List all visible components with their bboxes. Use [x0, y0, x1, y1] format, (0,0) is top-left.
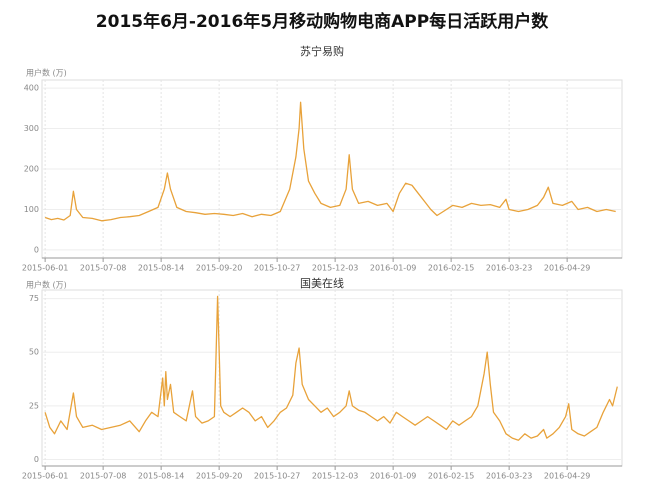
page-title: 2015年6月-2016年5月移动购物电商APP每日活跃用户数: [96, 11, 549, 32]
y-tick-label: 200: [24, 165, 39, 174]
x-tick-label: 2015-06-01: [22, 264, 69, 273]
x-tick-label: 2015-07-08: [80, 472, 127, 481]
y-axis-label: 用户数 (万): [26, 68, 67, 78]
chart-title: 国美在线: [300, 276, 344, 290]
y-tick-label: 0: [34, 245, 39, 254]
y-tick-label: 50: [29, 348, 39, 357]
x-tick-label: 2015-12-03: [312, 472, 359, 481]
y-tick-label: 300: [24, 124, 39, 133]
x-tick-label: 2016-04-29: [544, 472, 591, 481]
y-tick-label: 100: [24, 205, 39, 214]
plot-frame: [41, 289, 623, 467]
x-tick-label: 2015-06-01: [22, 472, 69, 481]
x-tick-label: 2015-08-14: [138, 472, 185, 481]
y-tick-label: 400: [24, 84, 39, 93]
y-tick-label: 75: [29, 294, 39, 303]
y-tick-label: 0: [34, 455, 39, 464]
x-tick-label: 2016-01-09: [370, 472, 417, 481]
data-line: [44, 101, 616, 222]
x-tick-label: 2015-12-03: [312, 264, 359, 273]
data-line: [44, 295, 618, 441]
y-axis-label: 用户数 (万): [26, 280, 67, 290]
x-tick-label: 2016-02-15: [428, 472, 475, 481]
x-tick-label: 2015-08-14: [138, 264, 185, 273]
x-tick-label: 2016-03-23: [486, 264, 533, 273]
x-tick-label: 2015-07-08: [80, 264, 127, 273]
x-tick-label: 2016-02-15: [428, 264, 475, 273]
y-tick-label: 25: [29, 401, 39, 410]
x-tick-label: 2015-10-27: [254, 264, 301, 273]
x-tick-label: 2016-04-29: [544, 264, 591, 273]
chart-title: 苏宁易购: [300, 44, 344, 58]
x-tick-label: 2016-03-23: [486, 472, 533, 481]
x-tick-label: 2016-01-09: [370, 264, 417, 273]
x-tick-label: 2015-09-20: [196, 264, 243, 273]
x-tick-label: 2015-10-27: [254, 472, 301, 481]
x-tick-label: 2015-09-20: [196, 472, 243, 481]
